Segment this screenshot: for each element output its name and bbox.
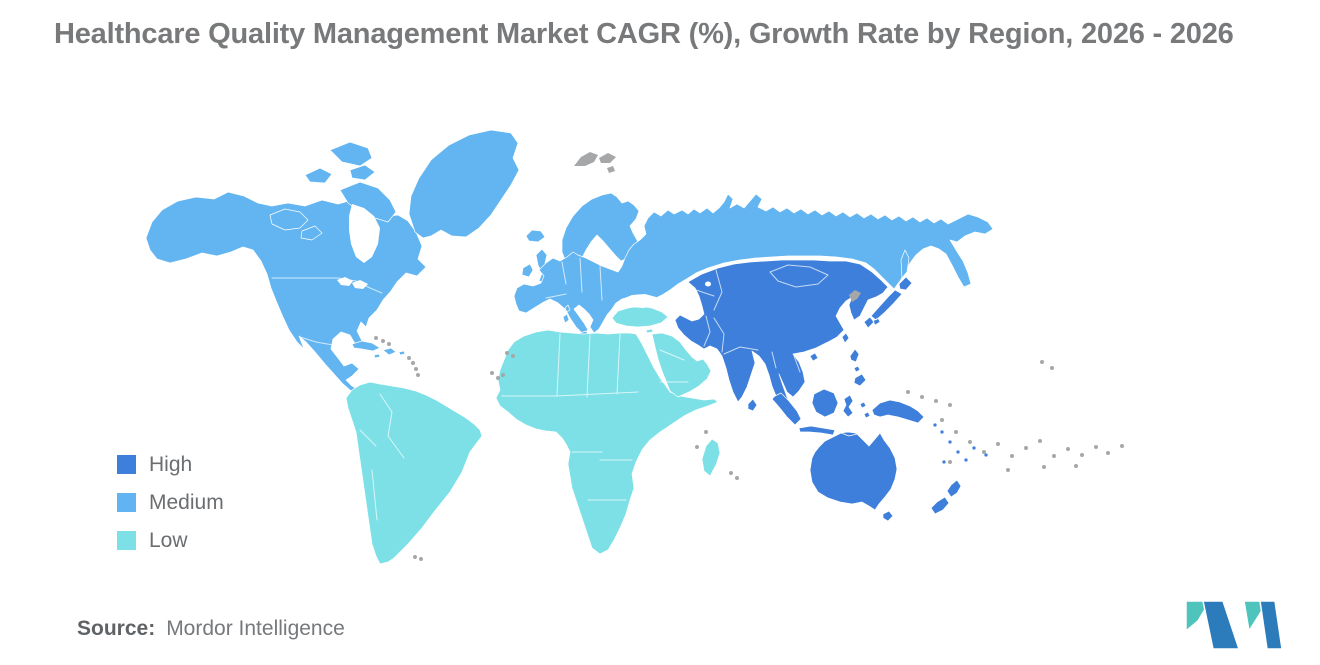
region-tasmania[interactable]: [882, 510, 894, 522]
legend-item-low: Low: [117, 529, 224, 552]
region-australia[interactable]: [809, 432, 898, 511]
logo-blue-diagonal-left: [1202, 601, 1240, 649]
region-new-guinea[interactable]: [871, 399, 925, 424]
legend-swatch-high: [117, 455, 136, 474]
region-group-low: [345, 305, 721, 565]
region-arabian-peninsula[interactable]: [651, 332, 712, 398]
region-svalbard: [574, 152, 616, 173]
mordor-intelligence-logo: [1186, 601, 1283, 649]
black-sea: [620, 294, 662, 308]
caspian-sea: [679, 288, 694, 314]
region-philippines[interactable]: [849, 348, 867, 387]
region-south-america[interactable]: [345, 381, 483, 565]
logo-blue-diagonal-right: [1259, 601, 1283, 649]
legend-label-medium: Medium: [149, 491, 224, 514]
source-line: Source: Mordor Intelligence: [77, 617, 345, 641]
region-group-high: [674, 259, 989, 522]
region-greenland[interactable]: [408, 129, 520, 239]
legend-swatch-medium: [117, 493, 136, 512]
region-sri-lanka[interactable]: [747, 398, 758, 412]
legend-swatch-low: [117, 531, 136, 550]
region-scandinavia[interactable]: [561, 192, 641, 266]
sea-cutouts: [337, 204, 947, 314]
region-melanesia-islands: [932, 422, 989, 465]
region-group-no-data: [374, 152, 1124, 561]
legend-label-low: Low: [149, 529, 188, 552]
pacific-islands: [906, 360, 1124, 472]
aral-sea: [705, 281, 711, 287]
legend-item-high: High: [117, 453, 224, 476]
chart-title: Healthcare Quality Management Market CAG…: [54, 18, 1234, 50]
region-caribbean-islands[interactable]: [351, 340, 406, 359]
region-north-korea: [849, 290, 861, 302]
legend-item-medium: Medium: [117, 491, 224, 514]
region-canadian-arctic-islands[interactable]: [269, 141, 397, 241]
great-lakes: [337, 277, 368, 289]
region-madagascar[interactable]: [701, 438, 721, 477]
region-taiwan[interactable]: [841, 332, 850, 344]
legend: High Medium Low: [117, 453, 224, 569]
source-value: Mordor Intelligence: [166, 617, 345, 640]
region-iceland[interactable]: [525, 229, 546, 243]
region-ireland[interactable]: [521, 263, 534, 278]
hudson-bay: [349, 204, 380, 263]
region-cyprus: [645, 328, 654, 334]
country-borders: [271, 257, 829, 521]
region-new-zealand[interactable]: [930, 479, 962, 515]
border-lines: [271, 257, 829, 521]
region-sakhalin[interactable]: [900, 249, 910, 279]
region-japan[interactable]: [863, 276, 913, 329]
legend-label-high: High: [149, 453, 193, 476]
region-asia-pacific-mainland[interactable]: [674, 259, 889, 414]
region-africa[interactable]: [495, 329, 719, 555]
region-hainan: [809, 352, 819, 362]
region-europe-russia[interactable]: [513, 193, 994, 335]
sea-of-okhotsk: [920, 252, 947, 281]
source-label: Source:: [77, 617, 156, 640]
region-turkey[interactable]: [611, 305, 669, 328]
